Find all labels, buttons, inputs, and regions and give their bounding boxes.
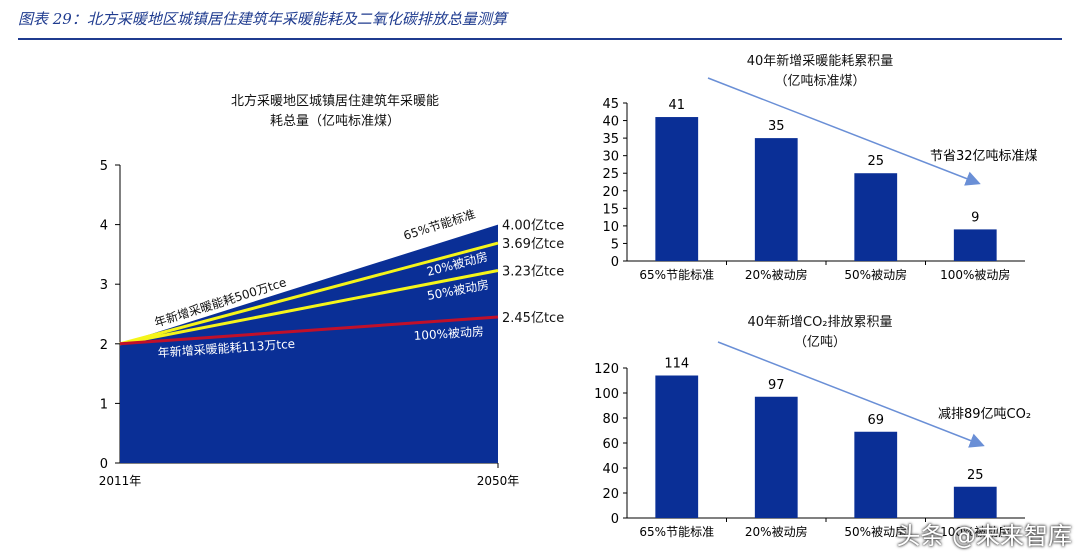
energy-bar-chart-title-line1: 40年新增采暖能耗累积量 [746, 54, 894, 69]
energy-y-tick-label: 25 [602, 167, 619, 182]
area-x-tick-label: 2011年 [99, 474, 142, 488]
co2-category-label: 65%节能标准 [639, 525, 714, 539]
co2-y-tick-label: 40 [602, 462, 619, 477]
energy-data-label: 35 [768, 119, 785, 134]
energy-category-label: 100%被动房 [940, 267, 1010, 282]
area-y-tick-label: 2 [100, 338, 108, 353]
line-100pct-passive [119, 315, 499, 346]
energy-bar-chart-title-line2: （亿吨标准煤） [774, 74, 866, 89]
energy-trend-arrow [707, 77, 981, 186]
co2-category-label: 50%被动房 [844, 524, 907, 539]
energy-data-label: 41 [668, 98, 685, 113]
co2-bar [754, 396, 798, 518]
energy-category-label: 65%节能标准 [639, 268, 714, 282]
co2-y-tick-label: 0 [611, 512, 619, 527]
energy-bar-chart-title: 40年新增采暖能耗累积量 （亿吨标准煤） [700, 52, 940, 92]
co2-bar [953, 486, 997, 518]
area-y-tick-label: 0 [100, 457, 108, 472]
energy-bar [754, 138, 798, 261]
energy-y-tick-label: 30 [602, 150, 619, 165]
energy-bar [854, 173, 898, 261]
area-y-tick-label: 1 [100, 397, 108, 412]
area-x-tick-label: 2050年 [477, 474, 520, 488]
area-y-tick-label: 4 [100, 219, 108, 234]
co2-data-label: 25 [967, 468, 984, 483]
figure-title: 图表 29：北方采暖地区城镇居住建筑年采暖能耗及二氧化碳排放总量测算 [18, 10, 507, 28]
line-20pct-passive [119, 241, 499, 346]
area-end-label: 2.45亿tce [502, 311, 564, 326]
co2-reduction-annotation: 减排89亿吨CO₂ [938, 407, 1031, 422]
area-y-tick-label: 3 [100, 278, 108, 293]
watermark: 头条 @未来智库 [896, 522, 1072, 550]
co2-category-label: 20%被动房 [745, 524, 808, 539]
energy-saving-annotation: 节省32亿吨标准煤 [930, 149, 1038, 164]
co2-category-label: 100%被动房 [940, 524, 1010, 539]
energy-bar [655, 117, 699, 262]
area-end-label: 3.69亿tce [502, 237, 564, 252]
area-chart-title: 北方采暖地区城镇居住建筑年采暖能 耗总量（亿吨标准煤） [170, 92, 500, 132]
co2-trend-arrow [717, 341, 985, 448]
energy-y-tick-label: 0 [611, 255, 619, 270]
co2-y-tick-label: 60 [602, 437, 619, 452]
energy-y-tick-label: 20 [602, 185, 619, 200]
co2-bar-chart-title-line1: 40年新增CO₂排放累积量 [747, 315, 893, 330]
area-end-label: 4.00亿tce [502, 219, 564, 234]
area-end-label: 3.23亿tce [502, 264, 564, 279]
co2-y-tick-label: 20 [602, 487, 619, 502]
energy-data-label: 25 [867, 154, 884, 169]
line-50pct-passive [119, 269, 499, 346]
co2-y-tick-label: 120 [594, 362, 619, 377]
area-fill-65pct [120, 224, 498, 463]
co2-data-label: 97 [768, 378, 785, 393]
energy-y-tick-label: 5 [611, 237, 619, 252]
energy-data-label: 9 [971, 210, 979, 225]
energy-y-tick-label: 10 [602, 220, 619, 235]
area-chart-title-line1: 北方采暖地区城镇居住建筑年采暖能 [230, 94, 439, 109]
series-label-100pct: 100%被动房 [413, 323, 484, 343]
co2-y-tick-label: 100 [594, 387, 619, 402]
area-y-tick-label: 5 [100, 159, 108, 174]
energy-y-tick-label: 45 [602, 97, 619, 112]
co2-data-label: 69 [867, 413, 884, 428]
co2-bar [655, 375, 699, 518]
energy-y-tick-label: 35 [602, 132, 619, 147]
energy-y-tick-label: 15 [602, 202, 619, 217]
co2-bar-chart-title-line2: （亿吨） [793, 335, 846, 350]
energy-category-label: 20%被动房 [745, 267, 808, 282]
energy-bar [953, 229, 997, 261]
co2-bar [854, 431, 898, 518]
energy-category-label: 50%被动房 [844, 267, 907, 282]
energy-y-tick-label: 40 [602, 115, 619, 130]
title-divider [18, 38, 1062, 40]
co2-data-label: 114 [664, 357, 689, 372]
area-chart-title-line2: 耗总量（亿吨标准煤） [269, 114, 400, 129]
co2-bar-chart-title: 40年新增CO₂排放累积量 （亿吨） [700, 313, 940, 353]
co2-y-tick-label: 80 [602, 412, 619, 427]
